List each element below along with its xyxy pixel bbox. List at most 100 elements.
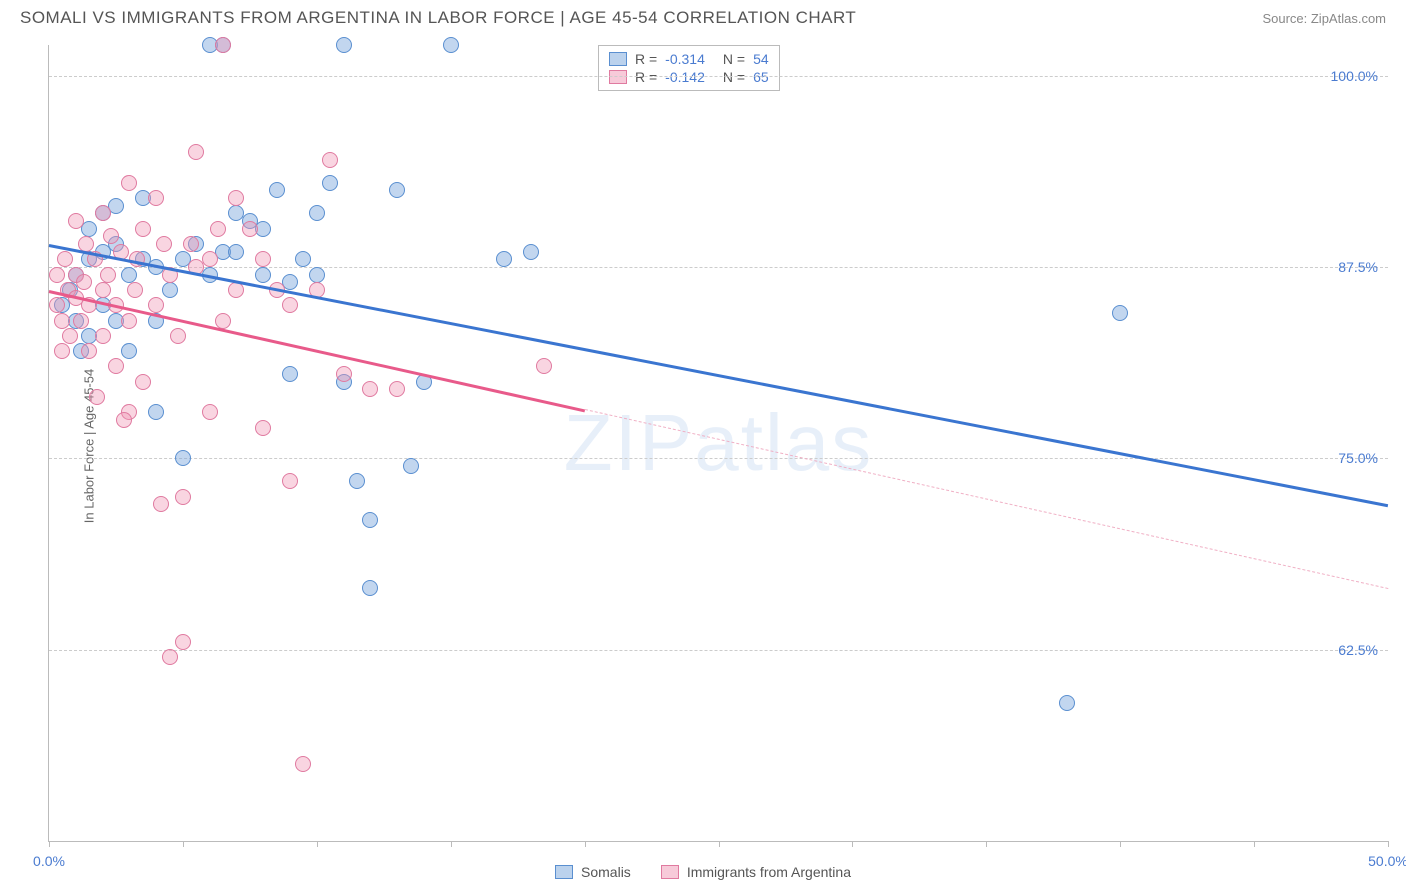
swatch-icon xyxy=(555,865,573,879)
stat-label: N = xyxy=(723,69,745,85)
data-point xyxy=(68,213,84,229)
data-point xyxy=(215,37,231,53)
gridline xyxy=(49,267,1388,268)
data-point xyxy=(95,328,111,344)
stat-label: R = xyxy=(635,69,657,85)
x-tick xyxy=(317,841,318,847)
data-point xyxy=(295,756,311,772)
gridline xyxy=(49,650,1388,651)
data-point xyxy=(336,37,352,53)
legend-item: Immigrants from Argentina xyxy=(661,864,851,880)
data-point xyxy=(188,144,204,160)
legend-label: Immigrants from Argentina xyxy=(687,864,851,880)
data-point xyxy=(228,244,244,260)
data-point xyxy=(282,297,298,313)
data-point xyxy=(202,404,218,420)
data-point xyxy=(322,175,338,191)
gridline xyxy=(49,76,1388,77)
data-point xyxy=(170,328,186,344)
x-tick xyxy=(183,841,184,847)
data-point xyxy=(57,251,73,267)
gridline xyxy=(49,458,1388,459)
data-point xyxy=(255,267,271,283)
data-point xyxy=(523,244,539,260)
data-point xyxy=(95,205,111,221)
x-tick xyxy=(986,841,987,847)
stat-label: R = xyxy=(635,51,657,67)
data-point xyxy=(153,496,169,512)
data-point xyxy=(496,251,512,267)
data-point xyxy=(255,420,271,436)
data-point xyxy=(76,274,92,290)
stat-value: -0.142 xyxy=(665,69,705,85)
legend-item: Somalis xyxy=(555,864,631,880)
data-point xyxy=(89,389,105,405)
data-point xyxy=(121,313,137,329)
data-point xyxy=(54,313,70,329)
data-point xyxy=(215,313,231,329)
data-point xyxy=(362,580,378,596)
data-point xyxy=(536,358,552,374)
stat-label: N = xyxy=(723,51,745,67)
stat-row: R = -0.314 N = 54 xyxy=(609,50,769,68)
data-point xyxy=(73,313,89,329)
data-point xyxy=(108,358,124,374)
data-point xyxy=(49,297,65,313)
y-tick-label: 87.5% xyxy=(1338,259,1378,275)
x-tick xyxy=(719,841,720,847)
chart-title: SOMALI VS IMMIGRANTS FROM ARGENTINA IN L… xyxy=(20,8,856,28)
data-point xyxy=(336,366,352,382)
data-point xyxy=(228,282,244,298)
data-point xyxy=(389,182,405,198)
swatch-icon xyxy=(609,70,627,84)
data-point xyxy=(148,404,164,420)
data-point xyxy=(362,381,378,397)
data-point xyxy=(349,473,365,489)
data-point xyxy=(403,458,419,474)
data-point xyxy=(295,251,311,267)
source-label: Source: ZipAtlas.com xyxy=(1262,11,1386,26)
y-tick-label: 75.0% xyxy=(1338,450,1378,466)
data-point xyxy=(135,374,151,390)
data-point xyxy=(175,450,191,466)
data-point xyxy=(162,649,178,665)
y-tick-label: 62.5% xyxy=(1338,642,1378,658)
swatch-icon xyxy=(661,865,679,879)
watermark: ZIPatlas xyxy=(564,397,873,489)
data-point xyxy=(282,473,298,489)
swatch-icon xyxy=(609,52,627,66)
x-tick xyxy=(1120,841,1121,847)
data-point xyxy=(116,412,132,428)
data-point xyxy=(183,236,199,252)
data-point xyxy=(362,512,378,528)
data-point xyxy=(255,251,271,267)
x-tick xyxy=(49,841,50,847)
legend-label: Somalis xyxy=(581,864,631,880)
data-point xyxy=(1059,695,1075,711)
data-point xyxy=(121,343,137,359)
data-point xyxy=(1112,305,1128,321)
data-point xyxy=(269,182,285,198)
x-tick xyxy=(1388,841,1389,847)
x-tick xyxy=(852,841,853,847)
stat-value: 65 xyxy=(753,69,769,85)
data-point xyxy=(175,489,191,505)
data-point xyxy=(135,221,151,237)
data-point xyxy=(309,205,325,221)
data-point xyxy=(175,634,191,650)
legend: Somalis Immigrants from Argentina xyxy=(0,864,1406,880)
stat-value: -0.314 xyxy=(665,51,705,67)
data-point xyxy=(81,221,97,237)
x-tick xyxy=(1254,841,1255,847)
y-tick-label: 100.0% xyxy=(1331,68,1378,84)
data-point xyxy=(202,251,218,267)
data-point xyxy=(148,190,164,206)
data-point xyxy=(49,267,65,283)
stat-row: R = -0.142 N = 65 xyxy=(609,68,769,86)
data-point xyxy=(121,267,137,283)
data-point xyxy=(148,297,164,313)
data-point xyxy=(443,37,459,53)
data-point xyxy=(162,282,178,298)
x-tick xyxy=(585,841,586,847)
regression-line xyxy=(49,244,1388,507)
